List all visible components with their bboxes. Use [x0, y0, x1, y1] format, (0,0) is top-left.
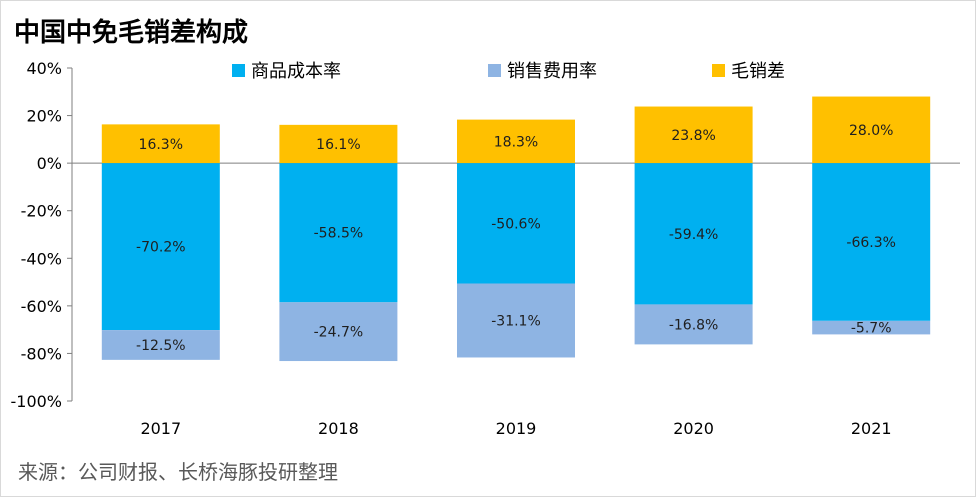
x-tick-label: 2019 [496, 419, 537, 438]
data-label: -24.7% [314, 325, 364, 341]
bar-segment [812, 320, 931, 335]
chart-title: 中国中免毛销差构成 [14, 18, 249, 48]
y-tick-label: -40% [21, 249, 62, 268]
y-tick-label: 40% [26, 59, 62, 78]
data-label: 28.0% [849, 123, 893, 139]
legend-swatch [712, 64, 725, 77]
bar-segment [634, 163, 753, 305]
data-label: 16.1% [316, 137, 360, 153]
y-tick-label: -60% [21, 297, 62, 316]
data-label: -66.3% [846, 235, 896, 251]
data-label: -50.6% [491, 216, 541, 232]
bar-segment [812, 163, 931, 321]
bar-segment [101, 163, 220, 331]
bar-segment [279, 124, 398, 164]
legend-label: 销售费用率 [507, 61, 597, 82]
x-tick-label: 2018 [318, 419, 359, 438]
x-tick-label: 2021 [851, 419, 892, 438]
y-tick-label: 0% [37, 154, 62, 173]
data-label: -16.8% [669, 317, 719, 333]
bar-segment [634, 106, 753, 164]
bar-segment [101, 330, 220, 360]
bar-segment [457, 119, 575, 164]
data-label: -58.5% [314, 226, 364, 242]
legend-swatch [232, 64, 245, 77]
bar-segment [634, 304, 753, 345]
data-label: 23.8% [671, 128, 715, 144]
source-note: 来源：公司财报、长桥海豚投研整理 [18, 460, 338, 484]
data-label: -70.2% [136, 240, 186, 256]
x-tick-label: 2017 [140, 419, 181, 438]
bar-segment [457, 283, 575, 358]
y-tick-label: -20% [21, 202, 62, 221]
data-label: 16.3% [139, 137, 183, 153]
legend-label: 毛销差 [731, 61, 785, 82]
data-label: 18.3% [494, 134, 538, 150]
bars: 16.3% -70.2% -12.5% 2017 16.1% -58.5% -24.7% 20… [101, 96, 931, 438]
bar-segment [457, 163, 575, 284]
data-label: -31.1% [491, 313, 541, 329]
y-tick-label: -80% [21, 344, 62, 363]
y-tick-label: -100% [10, 392, 62, 411]
bar-segment [101, 124, 220, 164]
axes: 40% 20% 0% -20% -40% -60% -80% -100% [10, 59, 960, 411]
data-label: -5.7% [851, 321, 892, 337]
data-label: -59.4% [669, 227, 719, 243]
bar-segment [812, 96, 931, 164]
legend: 商品成本率 销售费用率 毛销差 [232, 61, 785, 82]
bar-segment [279, 302, 398, 362]
y-tick-label: 20% [26, 107, 62, 126]
bar-segment [279, 163, 398, 303]
x-tick-label: 2020 [673, 419, 714, 438]
data-label: -12.5% [136, 338, 186, 354]
legend-label: 商品成本率 [251, 61, 341, 82]
legend-swatch [488, 64, 501, 77]
